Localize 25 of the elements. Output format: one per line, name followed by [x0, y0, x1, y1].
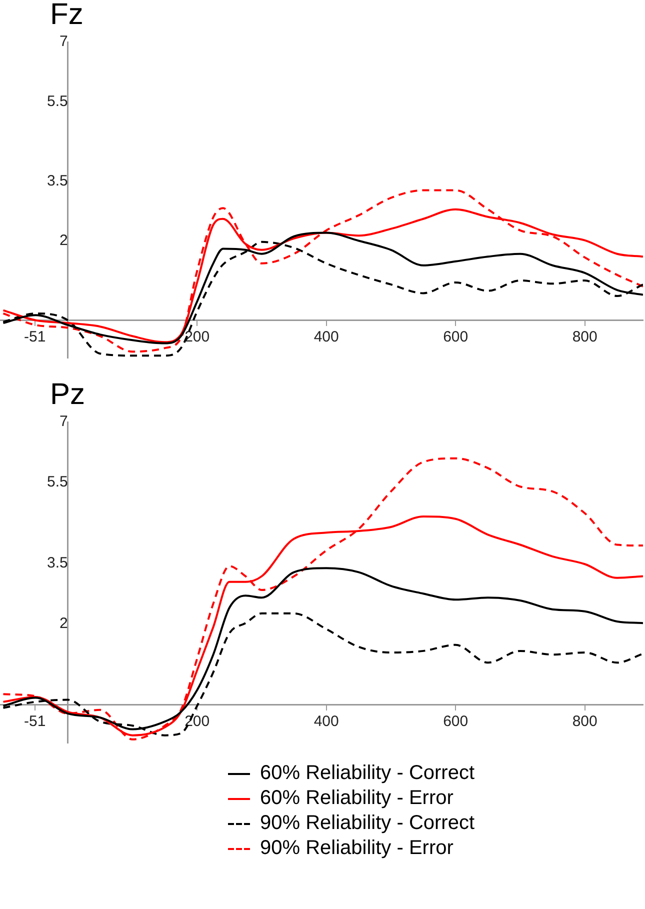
x-tick-label: -51 [24, 328, 46, 346]
chart-title: Pz [49, 378, 86, 411]
y-tick-label: 3.5 [46, 554, 68, 572]
y-tick-label: 2 [60, 232, 68, 249]
legend-label: 60% Reliability - Error [260, 786, 454, 811]
y-tick-label: 2 [60, 615, 68, 632]
x-tick-label: -51 [24, 712, 46, 730]
x-tick-label: 400 [314, 712, 339, 730]
y-tick-label: 5.5 [46, 474, 68, 491]
y-tick-label: 5.5 [46, 92, 68, 110]
chart-title: Fz [49, 0, 84, 31]
x-tick-label: 600 [443, 712, 468, 730]
x-tick-label: 400 [314, 328, 339, 346]
x-tick-label: 800 [572, 328, 598, 346]
legend-label: 90% Reliability - Correct [260, 811, 475, 836]
x-tick-label: 200 [184, 328, 210, 346]
line-series [2, 189, 643, 353]
x-tick-label: 800 [572, 712, 598, 730]
legend-label: 90% Reliability - Error [260, 836, 454, 861]
y-tick-label: 7 [60, 413, 68, 430]
y-tick-label: 7 [60, 33, 68, 50]
y-tick-label: 3.5 [46, 172, 68, 190]
x-tick-label: 600 [443, 328, 468, 346]
legend-label: 60% Reliability - Correct [260, 761, 475, 786]
line-series [2, 457, 643, 740]
